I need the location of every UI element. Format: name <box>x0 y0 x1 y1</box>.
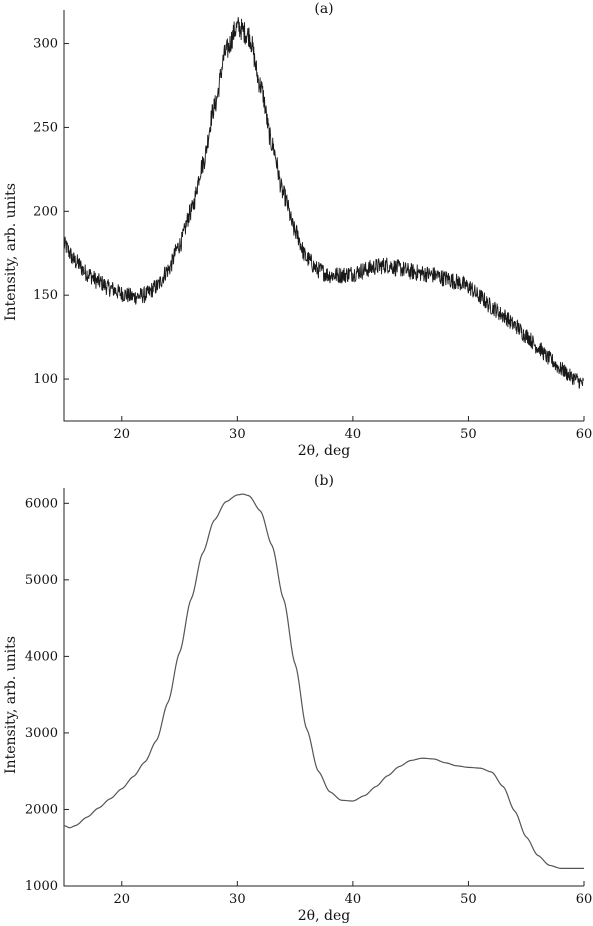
panel-b-y-tick-label: 5000 <box>25 573 58 588</box>
panel-b-axes <box>63 488 584 887</box>
panel-a-y-axis-title: Intensity, arb. units <box>3 183 19 321</box>
panel-b-x-tick-label: 40 <box>345 892 362 907</box>
panel-a-x-axis-title: 2θ, deg <box>298 443 350 459</box>
panel-a-x-tick-label: 50 <box>460 427 477 442</box>
panel-a-x-tick-label: 40 <box>345 427 362 442</box>
panel-a-x-tick-label: 20 <box>114 427 131 442</box>
panel-a-x-tick-label: 60 <box>576 427 593 442</box>
panel-a-y-tick-label: 300 <box>33 37 58 52</box>
panel-b-label: (b) <box>314 473 334 489</box>
panel-b-series <box>63 493 584 869</box>
panel-a-y-tick-label: 250 <box>33 120 58 135</box>
panel-b-x-ticks: 20 30 40 50 60 <box>114 881 593 907</box>
panel-b-series-line <box>63 493 584 869</box>
panel-a-x-ticks: 20 30 40 50 60 <box>114 416 593 442</box>
panel-b-y-tick-label: 6000 <box>25 496 58 511</box>
panel-a-y-ticks: 100 150 200 250 300 <box>33 37 69 387</box>
panel-b-x-tick-label: 60 <box>576 892 593 907</box>
panel-b-y-tick-label: 3000 <box>25 726 58 741</box>
panel-a-axes <box>63 10 584 422</box>
panel-a: (a) 20 30 40 50 60 100 150 200 250 300 2θ, deg I… <box>3 1 592 459</box>
panel-a-y-tick-label: 200 <box>33 204 58 219</box>
panel-a-y-tick-label: 100 <box>33 372 58 387</box>
panel-b-y-tick-label: 2000 <box>25 802 58 817</box>
panel-b-y-ticks: 1000 2000 3000 4000 5000 6000 <box>25 496 69 894</box>
panel-b-y-axis-title: Intensity, arb. units <box>3 636 19 774</box>
panel-b-x-axis-title: 2θ, deg <box>298 908 350 924</box>
panel-a-x-tick-label: 30 <box>229 427 246 442</box>
panel-b-y-tick-label: 1000 <box>25 879 58 894</box>
panel-b: (b) 20 30 40 50 60 100020003000400050006000 … <box>3 473 592 924</box>
panel-b-y-tick-label: 4000 <box>25 649 58 664</box>
panel-a-label: (a) <box>314 1 333 17</box>
panel-b-x-tick-label: 20 <box>114 892 131 907</box>
panel-a-series-line <box>63 17 585 389</box>
panel-a-y-tick-label: 150 <box>33 288 58 303</box>
panel-a-series <box>63 17 585 389</box>
panel-b-x-tick-label: 30 <box>229 892 246 907</box>
panel-b-x-tick-label: 50 <box>460 892 477 907</box>
